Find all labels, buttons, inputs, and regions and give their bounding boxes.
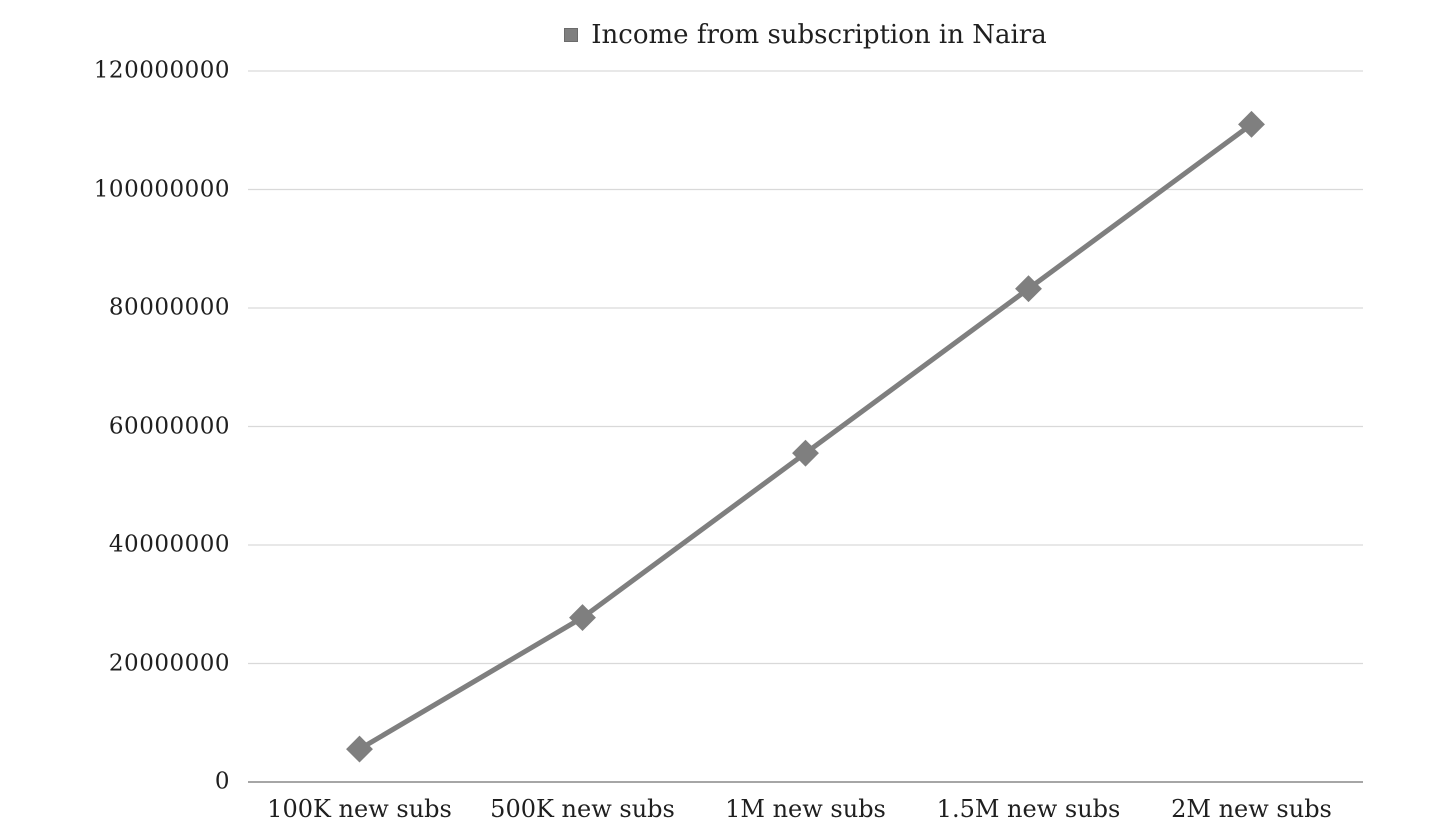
x-axis-tick-label: 100K new subs (267, 795, 452, 823)
x-axis-tick-label: 2M new subs (1171, 795, 1332, 823)
series-line (357, 121, 1254, 752)
y-axis-tick-label: 0 (214, 768, 230, 795)
y-axis-tick-label: 60000000 (108, 413, 230, 439)
y-axis-tick-label: 100000000 (93, 176, 230, 202)
y-axis-tick-label: 20000000 (108, 650, 230, 676)
y-axis-tick-label: 40000000 (108, 531, 230, 558)
legend: Income from subscription in Naira (248, 22, 1363, 48)
x-axis-tick-label: 1M new subs (725, 795, 886, 823)
legend-marker-icon (564, 28, 579, 42)
y-axis-tick-label: 80000000 (108, 294, 230, 321)
x-axis-tick-label: 1.5M new subs (936, 795, 1121, 823)
data-point-marker (569, 604, 596, 632)
y-axis-tick-label: 120000000 (93, 57, 230, 84)
x-axis-tick-label: 500K new subs (490, 795, 675, 823)
data-point-marker (346, 735, 373, 763)
legend-label: Income from subscription in Naira (591, 20, 1047, 50)
